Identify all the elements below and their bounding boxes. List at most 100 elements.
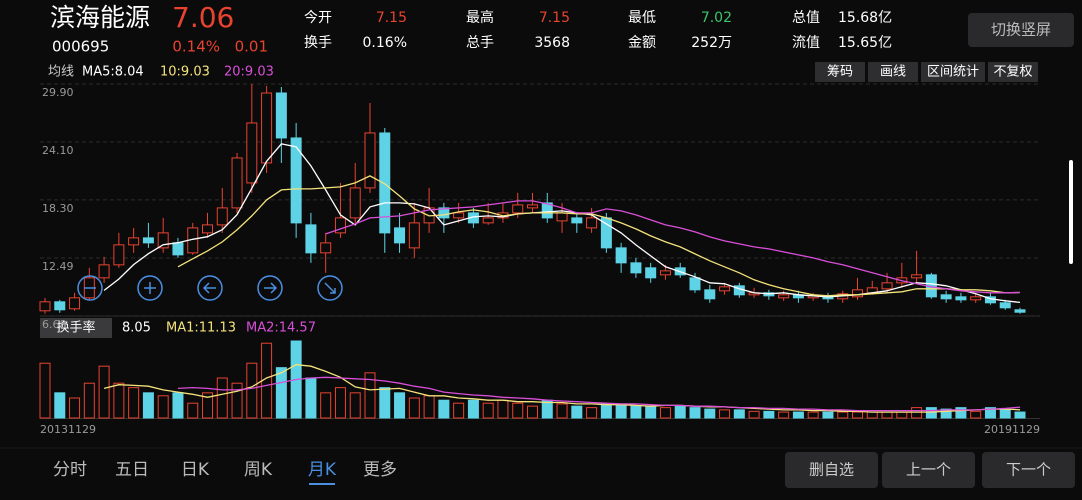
volume-bar xyxy=(467,399,479,419)
tool-button[interactable] xyxy=(988,62,1038,82)
stat-label: 最高 xyxy=(466,9,494,26)
tool-button[interactable] xyxy=(815,62,865,82)
volume-label-box[interactable] xyxy=(40,318,112,338)
volume-bar xyxy=(98,365,110,419)
volume-bar xyxy=(600,403,612,419)
zoom-out[interactable] xyxy=(77,275,103,301)
nav-buttons xyxy=(77,275,343,301)
stat-value: 0.16% xyxy=(363,35,407,51)
volume-bar xyxy=(645,405,657,419)
volume-bar xyxy=(704,408,716,419)
move-right[interactable] xyxy=(257,275,283,301)
y-tick-label: 29.90 xyxy=(42,86,74,99)
volume-bar xyxy=(202,392,213,419)
tab[interactable]: 月K xyxy=(308,460,337,480)
action-button[interactable] xyxy=(785,452,878,488)
candle-body xyxy=(305,224,317,254)
volume-ma-legend: MA1:11.13 xyxy=(166,321,236,336)
stat-label: 今开 xyxy=(304,10,332,26)
candle-body xyxy=(408,222,420,249)
volume-ma-line xyxy=(103,364,1021,413)
candle-body xyxy=(39,301,51,312)
candle-body xyxy=(659,270,671,276)
reset[interactable] xyxy=(317,275,343,301)
volume-bar xyxy=(142,392,154,419)
candle-body xyxy=(142,237,154,244)
candle-body xyxy=(512,204,524,214)
volume-bar xyxy=(866,411,878,419)
volume-bar xyxy=(955,407,967,419)
action-label[interactable]: 上一个 xyxy=(906,461,951,479)
candle-body xyxy=(113,244,125,266)
volume-bar xyxy=(630,405,642,419)
stat-label: 金额 xyxy=(628,35,656,51)
candle-body xyxy=(320,242,332,254)
volume-bar xyxy=(778,411,790,419)
ma-legend: MA5:8.04 xyxy=(82,65,144,80)
tab[interactable]: 分时 xyxy=(53,460,87,480)
move-left[interactable] xyxy=(197,275,223,301)
tab[interactable]: 更多 xyxy=(363,460,397,480)
candle-body xyxy=(379,132,391,234)
candle-body xyxy=(541,202,553,219)
volume-bar xyxy=(113,382,125,419)
candle-body xyxy=(778,294,790,299)
candle-body xyxy=(128,237,140,246)
action-button[interactable] xyxy=(882,452,975,488)
volume-bar xyxy=(39,362,51,419)
volume-bar xyxy=(54,392,66,419)
tool-button-label[interactable]: 画线 xyxy=(880,65,906,80)
candle-body xyxy=(586,217,598,229)
tab[interactable]: 周K xyxy=(244,460,273,480)
candle-body xyxy=(852,289,863,298)
volume-bar xyxy=(408,397,420,419)
tool-button-label[interactable]: 筹码 xyxy=(827,64,853,80)
stat-value: 15.65亿 xyxy=(838,35,892,51)
tool-button-label[interactable]: 区间统计 xyxy=(927,65,979,80)
volume-bar xyxy=(881,411,893,419)
stock-code: 000695 xyxy=(52,38,109,56)
tool-button[interactable] xyxy=(868,62,918,82)
stat-value: 7.02 xyxy=(701,10,732,26)
action-label[interactable]: 下一个 xyxy=(1006,461,1051,479)
volume-bar xyxy=(83,382,95,419)
candle-body xyxy=(970,296,982,301)
tab[interactable]: 日K xyxy=(181,460,210,480)
ma-line xyxy=(103,143,1021,304)
zoom-in[interactable] xyxy=(137,275,163,301)
candle-body xyxy=(231,157,243,209)
volume-bar xyxy=(69,397,81,419)
volume-bar xyxy=(925,407,937,419)
volume-bar xyxy=(349,392,361,419)
volume-bar xyxy=(128,387,140,419)
volume-bar xyxy=(970,410,982,419)
volume-bar xyxy=(689,407,701,419)
volume-label[interactable]: 换手率 xyxy=(56,320,95,336)
ma-legend: 10:9.03 xyxy=(160,65,210,80)
stat-value: 7.15 xyxy=(539,10,570,26)
volume-bar xyxy=(837,411,849,419)
volume-bar xyxy=(157,395,169,419)
ma-legend: 20:9.03 xyxy=(224,65,274,80)
volume-bar xyxy=(379,387,391,419)
change: 0.01 xyxy=(235,38,268,56)
action-label[interactable]: 删自选 xyxy=(809,461,854,479)
volume-bar xyxy=(512,402,524,419)
volume-bar xyxy=(733,409,745,419)
ma-label: 均线 xyxy=(48,65,74,80)
volume-bar xyxy=(911,407,923,419)
action-button[interactable] xyxy=(982,452,1075,488)
volume-bar xyxy=(763,410,775,419)
candle-body xyxy=(202,224,213,234)
volume-bar xyxy=(896,411,908,419)
tab[interactable]: 五日 xyxy=(115,460,149,480)
volume-ma-line xyxy=(177,376,1021,412)
tool-button-label[interactable]: 不复权 xyxy=(993,64,1032,80)
tool-button[interactable] xyxy=(921,62,985,82)
candle-body xyxy=(556,212,568,222)
stat-value: 7.15 xyxy=(376,10,407,26)
candle-body xyxy=(261,92,273,164)
switch-label[interactable]: 切换竖屏 xyxy=(991,21,1051,39)
switch-button[interactable] xyxy=(968,13,1074,47)
